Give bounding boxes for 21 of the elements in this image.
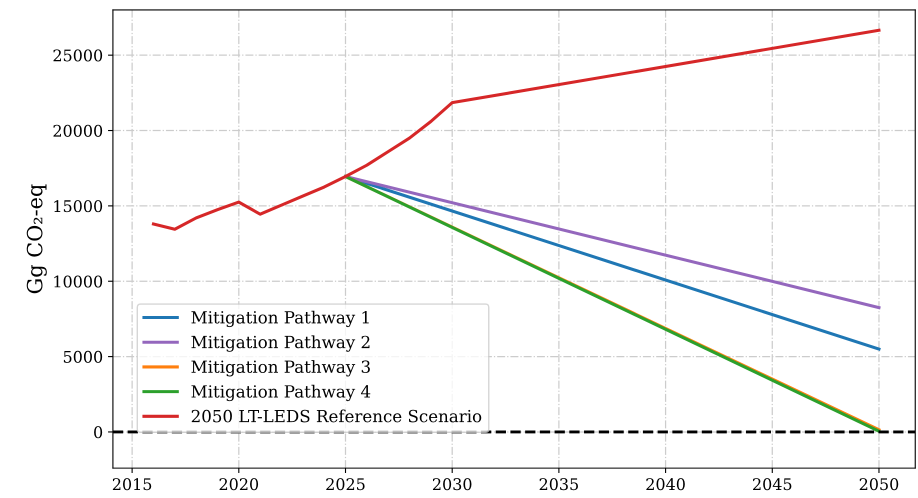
line-series (152, 28, 880, 231)
x-tick-label: 2020 (220, 478, 258, 490)
x-tick-label: 2030 (432, 478, 472, 490)
y-tick-label: 25000 (53, 49, 102, 62)
x-tick-label: 2015 (112, 478, 152, 490)
x-tick-label: 2040 (646, 478, 685, 490)
x-tick-label: 2045 (753, 478, 792, 490)
x-tick-label: 2025 (326, 478, 365, 490)
x-tick-label: 2050 (860, 478, 898, 490)
legend-label: 2050 LT-LEDS Reference Scenario (192, 410, 482, 422)
y-axis-title: Gg CO₂-eq (26, 184, 47, 294)
y-tick-label: 5000 (64, 350, 102, 363)
y-tick-label: 15000 (54, 200, 102, 212)
legend-label: Mitigation Pathway 1 (191, 310, 369, 328)
x-tick-label: 2035 (540, 478, 578, 490)
y-tick-label: 20000 (53, 124, 102, 137)
legend-label: Mitigation Pathway 2 (191, 335, 370, 352)
y-tick-label: 0 (94, 426, 102, 438)
legend-label: Mitigation Pathway 3 (191, 360, 370, 376)
y-tick-label: 10000 (54, 275, 102, 288)
legend-label: Mitigation Pathway 4 (191, 384, 370, 402)
